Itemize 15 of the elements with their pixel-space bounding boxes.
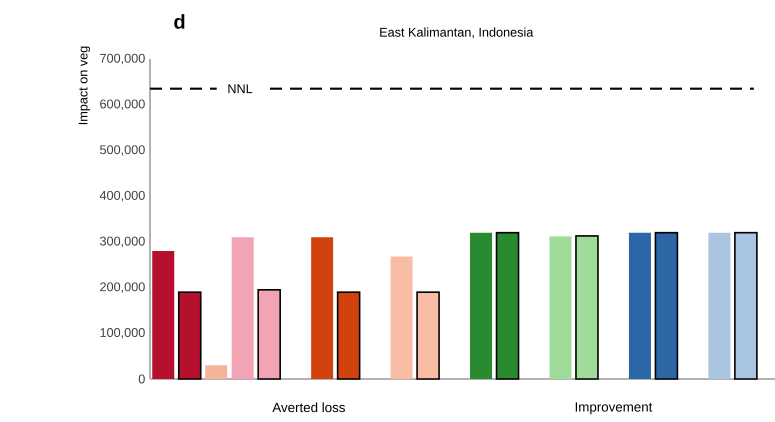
y-tick-label: 500,000 (100, 145, 145, 156)
text: d (174, 14, 184, 29)
y-axis-title: Impact on veg (78, 46, 90, 124)
y-tick-label: 300,000 (100, 236, 145, 248)
bar (205, 365, 228, 379)
y-tick-label: 100,000 (100, 328, 145, 339)
y-tick-label: 600,000 (100, 99, 145, 110)
y-tick-label: 400,000 (100, 190, 145, 202)
y-tick-label: 700,000 (100, 54, 145, 64)
chart-title: East Kalimantan, Indonesia (380, 27, 534, 38)
ref-line-label: NNL (228, 84, 252, 94)
y-tick-label: 200,000 (100, 282, 145, 293)
text: Averted loss (272, 402, 345, 412)
y-tick-label: 0 (138, 374, 145, 384)
text: Improvement (576, 402, 652, 414)
